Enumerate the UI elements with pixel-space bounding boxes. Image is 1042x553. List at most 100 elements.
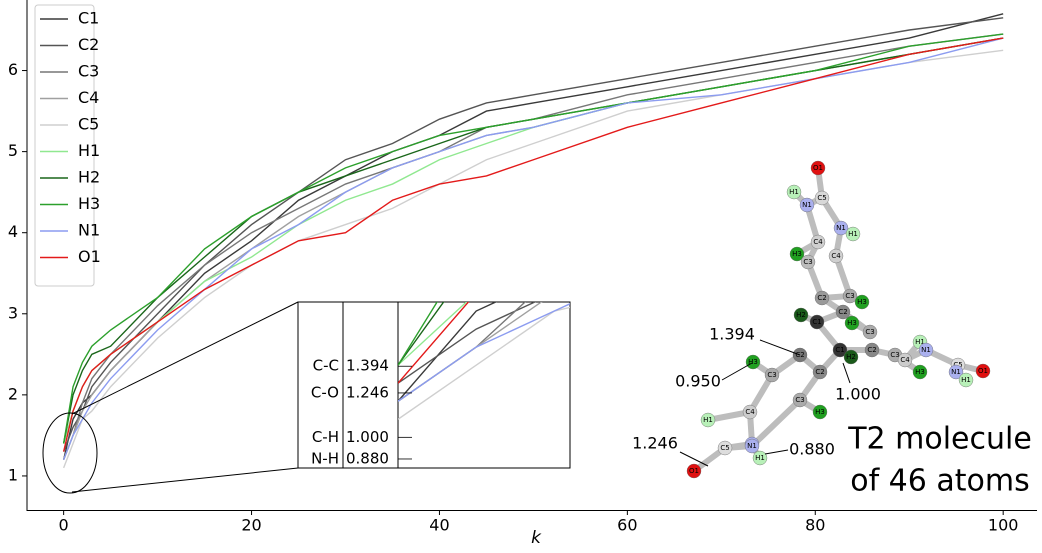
atom-label: C2 [815, 368, 824, 376]
atom-label: C2 [838, 308, 847, 316]
atom [686, 463, 702, 479]
atom-label: C1 [812, 318, 821, 326]
legend-label: C5 [78, 115, 99, 134]
x-tick-label: 100 [988, 516, 1019, 535]
bond-label: 0.950 [675, 372, 721, 391]
plot-lines [62, 13, 1004, 469]
atom-label: N1 [802, 201, 812, 209]
atom [958, 372, 974, 388]
atom-label: H2 [846, 353, 856, 361]
bond-value: 1.246 [346, 383, 389, 401]
x-tick-label: 20 [241, 516, 261, 535]
legend-label: O1 [78, 247, 101, 266]
atom [793, 307, 809, 323]
bond [749, 397, 803, 449]
leader [842, 362, 851, 384]
legend-label: C2 [78, 35, 99, 54]
atom [948, 364, 964, 380]
legend-label: C3 [78, 62, 99, 81]
series-line [62, 37, 1004, 460]
y-tick-label: 3 [8, 303, 18, 322]
atom [864, 342, 880, 358]
atom-label: H1 [848, 230, 858, 238]
y-tick-label: 4 [8, 222, 18, 241]
atom-label: N1 [747, 442, 757, 450]
legend-label: H3 [78, 194, 100, 213]
atom [792, 392, 808, 408]
leader [759, 339, 801, 356]
atom [700, 412, 716, 428]
atom-label: C4 [831, 252, 841, 260]
atom [809, 314, 825, 330]
x-label: k [531, 528, 542, 548]
bond-value: 0.880 [346, 449, 389, 467]
inset: C-C 1.394 C-O 1.246 C-H 1.000 N-H 0.880 [297, 301, 571, 469]
legend-label: H2 [78, 168, 100, 187]
zoom-ellipse [42, 412, 98, 494]
atom-label: O1 [978, 367, 988, 375]
legend-box [34, 4, 95, 287]
atom [814, 290, 830, 306]
atom-label: C5 [953, 361, 962, 369]
bond-name: C-C [313, 357, 339, 375]
atom-label: O1 [813, 164, 823, 172]
leader [764, 449, 789, 455]
atom [752, 450, 768, 466]
atom-label: C1 [835, 346, 844, 354]
atom [833, 220, 849, 236]
bond-label: 1.246 [632, 434, 678, 453]
bond-label: 1.000 [835, 385, 881, 404]
bond-value: 1.000 [346, 428, 389, 446]
atom-label: O1 [689, 467, 699, 475]
bond-name: C-H [312, 428, 339, 446]
atom-label: H2 [796, 311, 806, 319]
legend: C1 C2 C3 C4 C5 H1 H2 H3 N1 O1 [40, 9, 101, 266]
atom-label: H1 [961, 376, 971, 384]
y-tick-label: 2 [8, 384, 18, 403]
atom [814, 190, 830, 206]
series-line [62, 33, 1004, 460]
atom [828, 248, 844, 264]
annotations: 1.394 0.950 1.000 1.246 0.880 T2 molecul… [632, 325, 1032, 499]
atom-label: H1 [915, 338, 925, 346]
legend-label: N1 [78, 221, 100, 240]
atom-label: H3 [857, 298, 867, 306]
atom [799, 197, 815, 213]
bond-label: 0.880 [789, 440, 835, 459]
atom [845, 226, 861, 242]
atom-label: H3 [748, 358, 758, 366]
atom-label: C3 [845, 292, 854, 300]
atom-label: C5 [720, 444, 729, 452]
atom [764, 367, 780, 383]
atom-label: C3 [890, 351, 899, 359]
atom-label: H1 [789, 188, 799, 196]
atom-label: N1 [836, 224, 846, 232]
atom [832, 342, 848, 358]
atom [975, 363, 991, 379]
atom-label: C5 [817, 194, 826, 202]
zoom-connector [71, 301, 299, 415]
legend-label: C1 [78, 9, 99, 28]
atom [812, 364, 828, 380]
x-tick-label: 40 [429, 516, 449, 535]
legend-label: H1 [78, 141, 100, 160]
atom [844, 315, 860, 331]
atom [800, 254, 816, 270]
axes: 0 20 40 60 80 100 1 2 3 4 5 6 [8, 0, 1037, 535]
atom [810, 160, 826, 176]
atom [862, 324, 878, 340]
y-tick-label: 5 [8, 141, 18, 160]
x-tick-label: 80 [805, 516, 825, 535]
atom [786, 184, 802, 200]
atom [897, 352, 913, 368]
atom [717, 440, 733, 456]
atom [854, 294, 870, 310]
caption: T2 molecule [847, 422, 1032, 457]
atom [812, 404, 828, 420]
series-line [62, 33, 1004, 444]
atom [810, 234, 826, 250]
atom [744, 438, 760, 454]
atom-label: N1 [951, 368, 961, 376]
